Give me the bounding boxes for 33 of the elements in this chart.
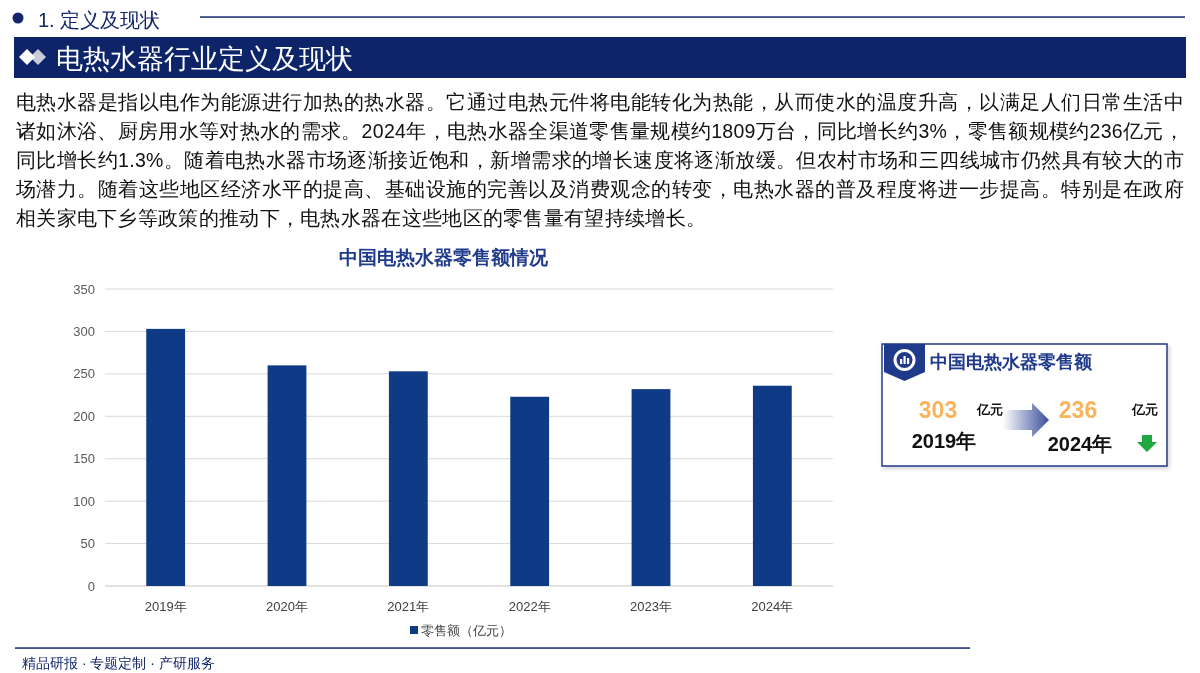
y-tick-label: 200 — [73, 408, 95, 424]
bar — [752, 385, 792, 586]
text: 亿元 — [1131, 402, 1158, 417]
category-label: 2019年 — [911, 430, 977, 452]
y-tick-label: 150 — [73, 451, 95, 467]
text: 亿元 — [976, 402, 1003, 417]
y-tick-label: 300 — [73, 323, 95, 339]
legend-label: 零售额（亿元） — [421, 623, 512, 638]
text: 电热水器行业定义及现状 — [56, 44, 353, 74]
x-tick-label: 2021年 — [387, 599, 430, 614]
category-label: 2024年 — [1047, 433, 1113, 455]
bar — [146, 328, 186, 586]
bar — [510, 396, 550, 586]
x-tick-label: 2022年 — [508, 599, 551, 614]
y-tick-label: 50 — [80, 536, 95, 552]
y-tick-label: 250 — [73, 366, 95, 382]
x-tick-label: 2023年 — [630, 599, 672, 614]
bar — [631, 389, 671, 586]
y-tick-label: 0 — [87, 578, 95, 594]
y-tick-label: 100 — [73, 493, 95, 509]
text: 电热水器是指以电作为能源进行加热的热水器。它通过电热元件将电能转化为热能，从而使水的温度升高，以满足人们日常生活中诸如沐浴、厨房用水等对热水的需求。2024年，电热水器全渠道零售量规模约1809万台，同比增长约3%，零售额规模约236亿元，同比增长约1.3%。随着电热水器市场逐渐接近饱和，新增需求的增长速度将逐渐放缓。但农村市场和三四线城市仍然具有较大的市场潜力。随着这些地区经济水平的提高、基础设施的完善以及消费观念的转变，电热水器的普及程度将进一步提高。特别是在政府相关家电下乡等政策的推动下，电热水器在这些地区的零售量有望持续增长。 — [16, 90, 1184, 231]
bar — [388, 371, 428, 586]
data-label: 303 — [918, 397, 958, 423]
text: 中国电热水器零售额 — [930, 352, 1093, 372]
chart-title: 中国电热水器零售额情况 — [338, 247, 549, 268]
text: 精品研报 · 专题定制 · 产研服务 — [22, 655, 215, 671]
text: 1. 定义及现状 — [38, 9, 161, 31]
x-tick-label: 2019年 — [144, 599, 187, 614]
x-tick-label: 2020年 — [266, 599, 308, 614]
data-label: 236 — [1058, 397, 1098, 423]
y-tick-label: 350 — [73, 281, 95, 297]
bar — [267, 365, 307, 586]
x-tick-label: 2024年 — [751, 599, 794, 614]
